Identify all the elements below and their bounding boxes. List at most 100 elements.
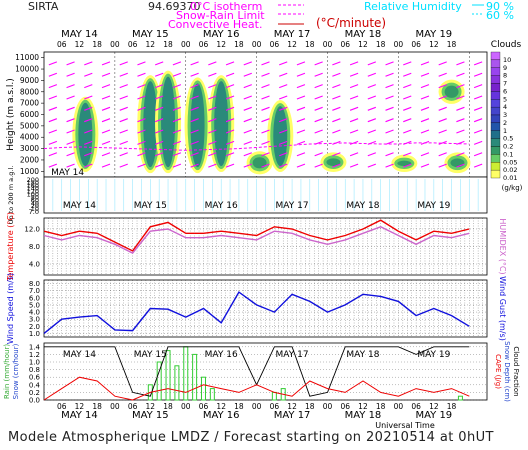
wind-arrow [101,118,111,123]
wind-arrow [190,118,199,123]
wind-arrow [420,152,430,157]
wind-arrow [208,106,217,111]
cloud-cell-core [326,158,341,167]
snow-ylabel: Snow (cm/hour) [12,343,20,399]
wind-arrow [261,84,270,89]
top-hour-label: 00 [181,40,191,49]
bottom-hour-label: 12 [429,402,439,411]
wind-ytick-label: 1.0 [29,330,40,338]
wind-arrow [137,140,146,145]
wind-arrow [84,106,93,111]
wind-arrow [101,140,111,145]
legend-snow-rain-label: Snow-Rain Limit [176,9,265,22]
rain-bar [165,350,171,401]
temperature-ytick-label: 8.0 [29,243,40,251]
bottom-day-label: MAY 17 [274,410,311,421]
wind-arrow [314,106,323,111]
top-hour-label: 12 [358,40,368,49]
top-hour-label: 12 [75,40,85,49]
wind-arrow [66,118,75,123]
cloud-day-tag: MAY 14 [51,168,84,178]
wind-arrow [66,72,75,77]
wind-arrow [48,72,58,77]
bottom-hour-label: 06 [340,402,350,411]
wind-arrow [243,163,252,168]
wind-arrow [66,152,75,157]
precip-ytick-label: 1.4 [29,343,41,351]
wind-arrow [137,95,146,100]
colorbar-cell [490,146,501,155]
low-ytick-label: 80 [31,193,39,201]
wind-arrow [385,129,394,134]
wind-arrow [296,129,306,134]
top-hour-label: 06 [340,40,350,49]
low-ytick-label: 140 [27,185,39,193]
wind-arrow [473,95,483,100]
top-hour-label: 00 [252,40,262,49]
wind-arrow [172,106,182,111]
colorbar-cell [490,67,501,76]
wind-arrow [367,61,377,66]
wind-arrow [154,152,164,157]
wind-arrow [420,129,430,134]
wind-arrow [385,95,394,100]
wind-arrow [48,163,58,168]
wind-arrow [243,140,252,145]
wind-ytick-label: 4.0 [29,309,40,317]
wind-arrow [456,152,465,157]
cape-line [43,376,470,401]
precip-day-label: MAY 15 [134,350,167,360]
wind-arrow [314,152,323,157]
wind-arrow [473,118,483,123]
cloud-ytick-label: 11000 [15,53,39,62]
precip-day-label: MAY 19 [417,350,450,360]
low-ytick-label: 200 [27,176,39,184]
wind-arrow [367,129,377,134]
wind-arrow [314,72,323,77]
wind-arrow [172,118,182,123]
wind-arrow [84,84,93,89]
wind-arrow [332,72,341,77]
wind-arrow [101,106,111,111]
wind-arrow [438,84,447,89]
cloud-cell-core [273,106,288,167]
bottom-hour-label: 18 [305,402,315,411]
wind-arrow [48,129,58,134]
wind-arrow [349,72,359,77]
wind-arrow [154,140,164,145]
colorbar-cell [490,83,501,92]
wind-arrow [279,152,288,157]
temperature-series-1 [43,226,470,254]
wind-arrow [420,61,430,66]
wind-arrow [261,140,270,145]
wind-arrow [332,129,341,134]
wind-arrow [48,84,58,89]
bottom-day-label: MAY 15 [132,410,169,421]
legend-humidity-90: 90 % [486,0,514,13]
top-hour-label: 00 [394,40,404,49]
wind-ylabel: Wind Speed (m/s) [6,273,15,344]
wind-arrow [349,95,359,100]
wind-arrow [296,118,306,123]
wind-arrow [385,84,394,89]
low-ytick-label: 40 [31,199,39,207]
wind-arrow [438,72,447,77]
wind-ytick-label: 3.0 [29,316,40,324]
bottom-hour-label: 06 [57,402,67,411]
top-hour-label: 06 [57,40,67,49]
wind-arrow [172,152,182,157]
bottom-hour-label: 12 [75,402,85,411]
wind-arrow [225,72,235,77]
wind-arrow [208,61,217,66]
wind-arrow [456,163,465,168]
wind-arrow [349,163,359,168]
wind-arrow [420,163,430,168]
bottom-hour-label: 18 [92,402,102,411]
wind-arrow [190,95,199,100]
cloud-cell-core [78,102,93,167]
wind-arrow [279,163,288,168]
colorbar-cell [490,162,501,171]
cloud-cell-core [190,83,205,168]
